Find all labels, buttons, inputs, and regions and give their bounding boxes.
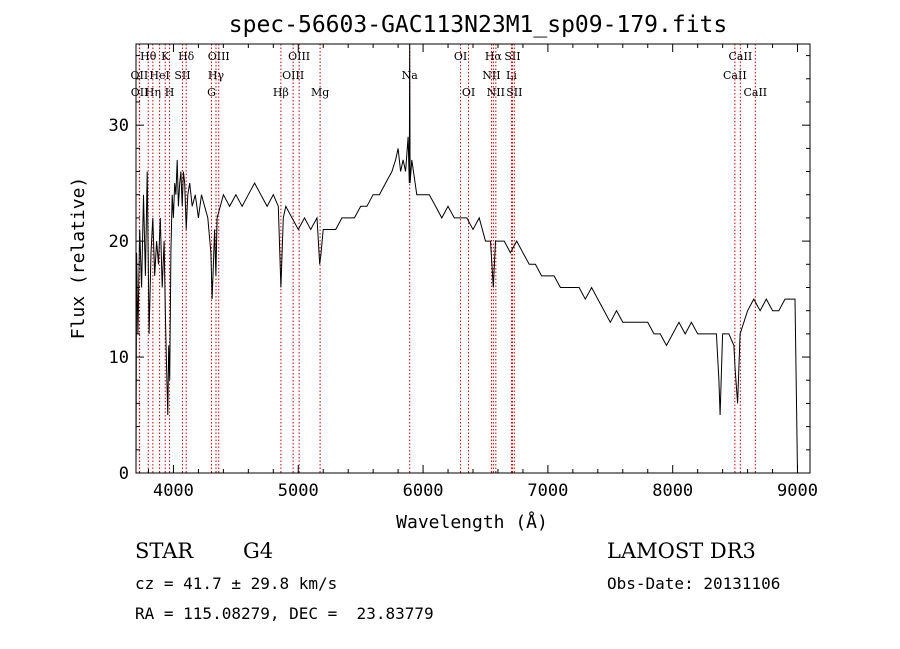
- marker-label-25: CaII: [729, 50, 753, 63]
- marker-label-10: Hγ: [208, 69, 225, 82]
- marker-label-22: SII: [504, 50, 520, 63]
- survey-name: LAMOST DR3: [607, 539, 756, 563]
- marker-label-21: NII: [487, 86, 505, 99]
- marker-label-5: Hη: [145, 86, 161, 99]
- x-axis-label: Wavelength (Å): [396, 511, 548, 533]
- y-axis-label: Flux (relative): [68, 177, 89, 340]
- series-line-0: [135, 43, 798, 474]
- y-tick-label-0: 0: [119, 464, 129, 484]
- object-subclass: G4: [243, 539, 274, 563]
- marker-label-14: Hβ: [273, 86, 289, 99]
- marker-label-4: HeI: [149, 69, 169, 82]
- marker-label-27: CaII: [743, 86, 767, 99]
- x-tick-label-3: 7000: [527, 481, 568, 501]
- y-tick-label-1: 10: [109, 348, 129, 368]
- y-axis: 0 10 20 30: [109, 55, 810, 484]
- marker-label-24: SII: [506, 86, 522, 99]
- observation-date: Obs-Date: 20131106: [607, 574, 781, 593]
- marker-label-26: CaII: [723, 69, 747, 82]
- y-tick-label-3: 30: [109, 116, 129, 136]
- marker-label-9: OIII: [208, 50, 230, 63]
- marker-label-6: Hδ: [178, 50, 195, 63]
- x-tick-label-5: 9000: [777, 481, 818, 501]
- x-tick-label-4: 8000: [652, 481, 693, 501]
- redshift-text: cz = 41.7 ± 29.8 km/s: [135, 574, 338, 593]
- spectrum-series: [135, 43, 798, 474]
- marker-label-8: H: [165, 86, 175, 99]
- marker-label-18: OI: [462, 86, 475, 99]
- plot-frame: [135, 43, 811, 474]
- marker-label-13: OIII: [282, 69, 304, 82]
- y-tick-label-2: 20: [109, 232, 129, 252]
- x-tick-label-0: 4000: [153, 481, 194, 501]
- marker-label-2: OII: [131, 86, 149, 99]
- object-class: STAR: [135, 539, 194, 563]
- x-axis: 4000 5000 6000 7000 8000 9000: [147, 44, 818, 501]
- marker-label-19: Hα: [485, 50, 503, 63]
- coordinates-text: RA = 115.08279, DEC = 23.83779: [135, 604, 434, 623]
- marker-label-3: K: [161, 50, 170, 63]
- marker-label-20: NII: [482, 69, 500, 82]
- marker-label-17: OI: [454, 50, 467, 63]
- marker-label-23: Li: [506, 69, 517, 82]
- marker-label-0: Hθ: [140, 50, 157, 63]
- marker-label-7: SII: [174, 69, 190, 82]
- x-tick-label-2: 6000: [403, 481, 444, 501]
- chart-title: spec-56603-GAC113N23M1_sp09-179.fits: [229, 12, 728, 38]
- marker-label-15: Mg: [311, 86, 329, 99]
- x-tick-label-1: 5000: [278, 481, 319, 501]
- marker-label-11: G: [207, 86, 216, 99]
- marker-label-12: OIII: [288, 50, 310, 63]
